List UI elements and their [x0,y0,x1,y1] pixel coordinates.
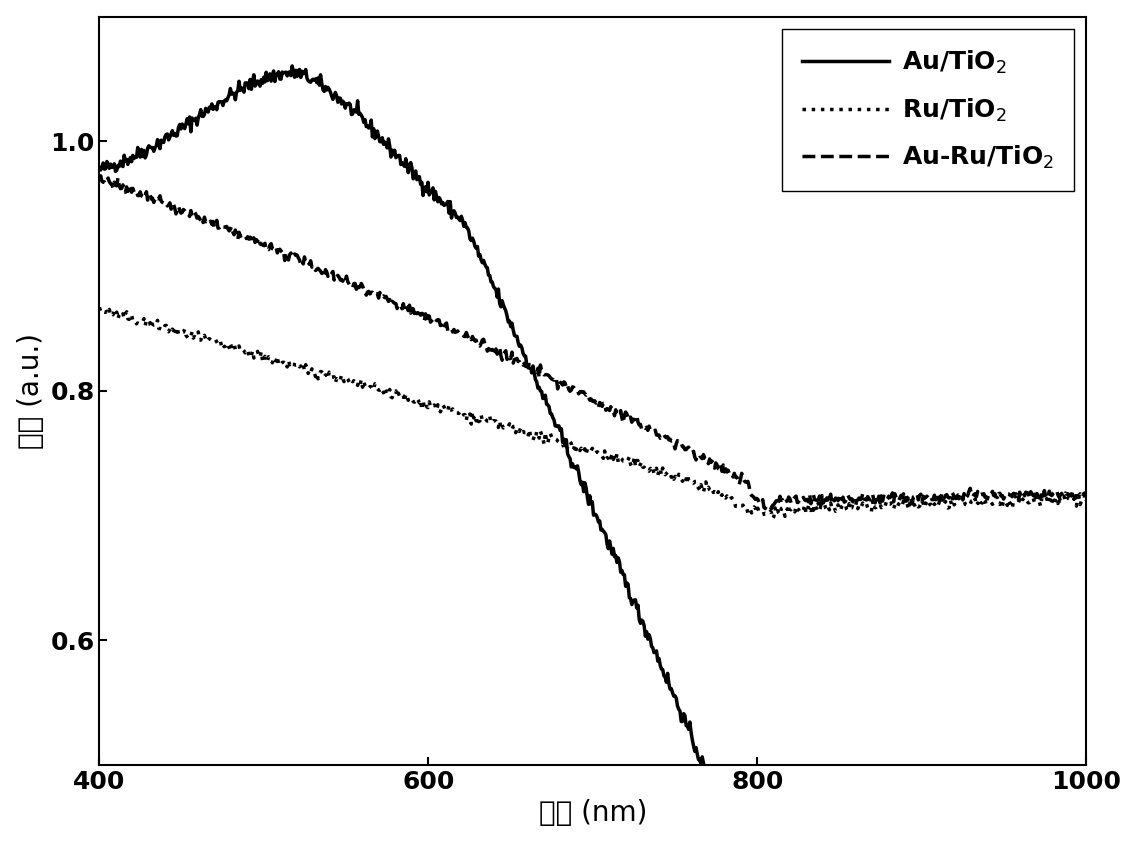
Au-Ru/TiO$_2$ [843,495,857,505]
Au-Ru/TiO$_2$ [1080,488,1094,498]
Line: Au/TiO$_2$: Au/TiO$_2$ [99,66,1087,844]
Ru/TiO$_2$ [92,302,106,312]
Ru/TiO$_2$ [943,495,957,506]
Au-Ru/TiO$_2$ [945,487,958,497]
Ru/TiO$_2$ [721,493,735,503]
Au/TiO$_2$ [693,755,707,765]
Ru/TiO$_2$ [692,483,706,493]
Ru/TiO$_2$ [666,470,679,480]
Au-Ru/TiO$_2$ [93,170,107,181]
Au/TiO$_2$ [723,823,736,833]
Line: Ru/TiO$_2$: Ru/TiO$_2$ [99,307,1087,518]
Au/TiO$_2$ [92,163,106,173]
Au-Ru/TiO$_2$ [693,452,707,463]
Au-Ru/TiO$_2$ [667,439,681,449]
Ru/TiO$_2$ [1080,495,1094,506]
Ru/TiO$_2$ [154,323,167,333]
Y-axis label: 强度 (a.u.): 强度 (a.u.) [17,333,44,449]
Ru/TiO$_2$ [842,499,856,509]
Line: Au-Ru/TiO$_2$: Au-Ru/TiO$_2$ [99,176,1087,509]
Legend: Au/TiO$_2$, Ru/TiO$_2$, Au-Ru/TiO$_2$: Au/TiO$_2$, Ru/TiO$_2$, Au-Ru/TiO$_2$ [782,30,1074,191]
Au-Ru/TiO$_2$ [92,174,106,184]
Au/TiO$_2$ [286,61,299,71]
Au-Ru/TiO$_2$ [155,196,168,206]
Au/TiO$_2$ [154,143,167,154]
Au-Ru/TiO$_2$ [723,468,736,479]
X-axis label: 波数 (nm): 波数 (nm) [538,799,648,827]
Au-Ru/TiO$_2$ [765,504,778,514]
Au/TiO$_2$ [667,691,681,701]
Ru/TiO$_2$ [766,513,780,523]
